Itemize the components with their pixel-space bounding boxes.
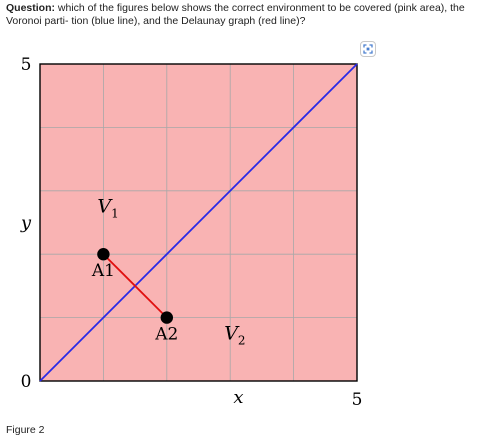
region-label-v2: V2 <box>224 322 245 347</box>
y-axis-top-label: 5 <box>21 55 32 75</box>
question-body: which of the figures below shows the cor… <box>6 2 465 27</box>
x-axis-right-label: 5 <box>352 390 363 410</box>
grid <box>40 64 357 381</box>
question-text: Question: which of the figures below sho… <box>6 2 468 28</box>
agent-label-a2: A2 <box>154 325 178 345</box>
agent-point-a1 <box>97 248 110 261</box>
y-axis-label: y <box>20 213 32 234</box>
question-prefix: Question: <box>6 2 55 14</box>
expand-icon <box>363 44 373 54</box>
agent-point-a2 <box>160 311 173 324</box>
voronoi-diagram: A1 A2 V1 V2 5 0 5 x y <box>20 55 363 410</box>
origin-label: 0 <box>21 372 32 392</box>
expand-button[interactable] <box>360 41 376 57</box>
x-axis-label: x <box>233 387 243 408</box>
plot-frame <box>39 63 358 382</box>
figure-caption: Figure 2 <box>6 424 45 436</box>
delaunay-edge <box>102 253 168 319</box>
agent-label-a1: A1 <box>91 261 115 281</box>
region-label-v1: V1 <box>97 196 118 221</box>
voronoi-partition-line <box>39 63 358 382</box>
